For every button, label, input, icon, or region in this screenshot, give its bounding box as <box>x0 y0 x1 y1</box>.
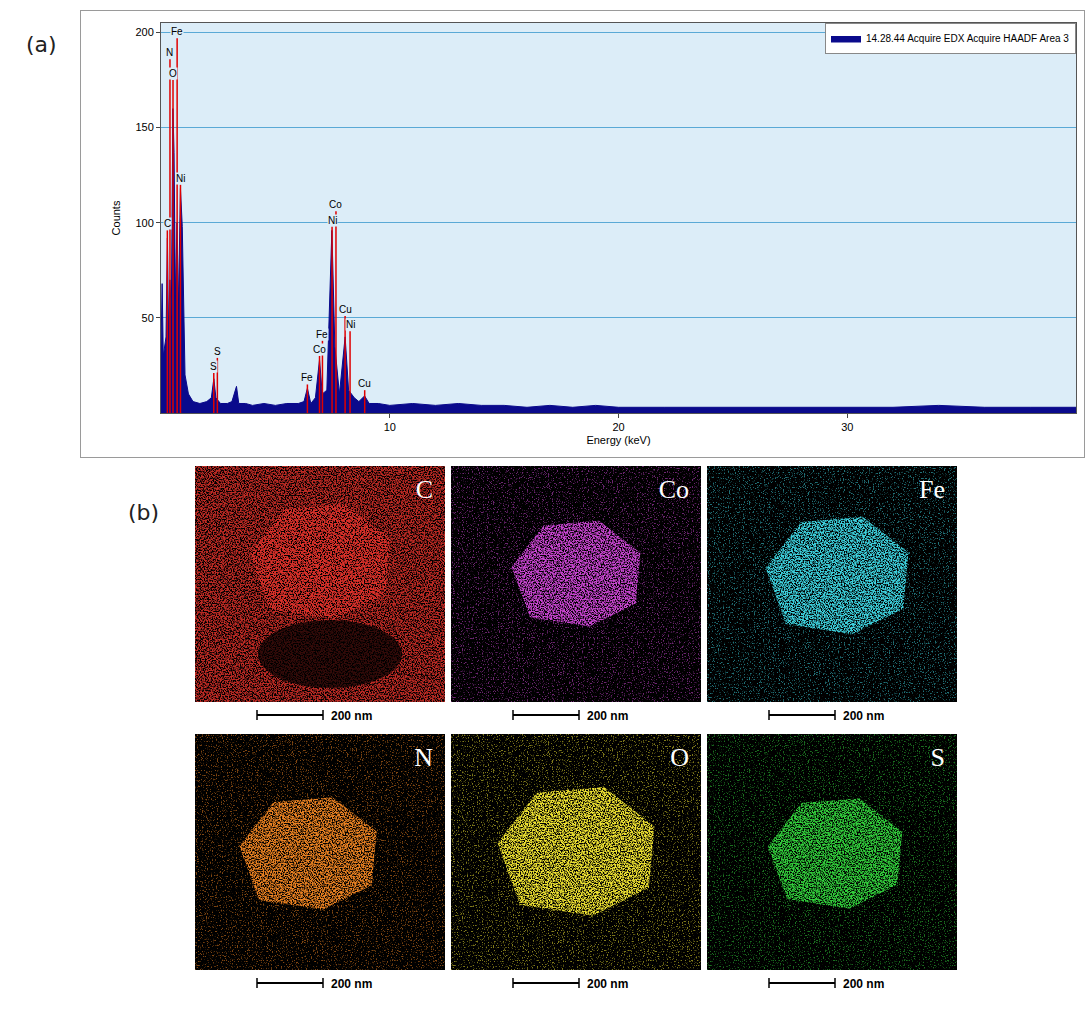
svg-text:N: N <box>414 743 433 772</box>
svg-text:Fe: Fe <box>301 372 313 383</box>
svg-text:30: 30 <box>841 421 853 433</box>
html-text:(a): (a) <box>26 32 57 57</box>
svg-text:100: 100 <box>135 217 153 229</box>
svg-text:Cu: Cu <box>358 378 371 389</box>
svg-text:Ni: Ni <box>176 173 185 184</box>
svg-text:C: C <box>164 218 171 229</box>
svg-text:Fe: Fe <box>919 475 945 504</box>
svg-text:200 nm: 200 nm <box>587 709 628 723</box>
svg-text:Ni: Ni <box>328 215 337 226</box>
svg-text:Energy (keV): Energy (keV) <box>586 434 650 446</box>
svg-text:50: 50 <box>142 312 154 324</box>
html-text:(b): (b) <box>128 500 160 525</box>
svg-text:20: 20 <box>612 421 624 433</box>
svg-text:150: 150 <box>135 121 153 133</box>
svg-text:200 nm: 200 nm <box>843 977 884 991</box>
svg-text:Co: Co <box>313 344 326 355</box>
svg-text:S: S <box>214 346 221 357</box>
svg-text:Counts: Counts <box>110 200 122 235</box>
svg-text:Co: Co <box>659 475 689 504</box>
svg-text:200 nm: 200 nm <box>843 709 884 723</box>
svg-text:S: S <box>210 361 217 372</box>
svg-text:200 nm: 200 nm <box>331 977 372 991</box>
svg-text:Co: Co <box>329 199 342 210</box>
svg-text:Ni: Ni <box>346 319 355 330</box>
svg-text:10: 10 <box>384 421 396 433</box>
svg-text:O: O <box>670 743 689 772</box>
svg-text:N: N <box>166 47 173 58</box>
svg-text:200 nm: 200 nm <box>331 709 372 723</box>
svg-text:S: S <box>931 743 945 772</box>
svg-text:200: 200 <box>135 26 153 38</box>
svg-text:O: O <box>169 68 177 79</box>
svg-text:200 nm: 200 nm <box>587 977 628 991</box>
svg-text:C: C <box>416 475 433 504</box>
svg-text:Fe: Fe <box>171 26 183 37</box>
svg-text:Fe: Fe <box>316 329 328 340</box>
svg-text:14.28.44 Acquire EDX Acquire H: 14.28.44 Acquire EDX Acquire HAADF Area … <box>866 33 1069 44</box>
svg-text:Cu: Cu <box>339 304 352 315</box>
